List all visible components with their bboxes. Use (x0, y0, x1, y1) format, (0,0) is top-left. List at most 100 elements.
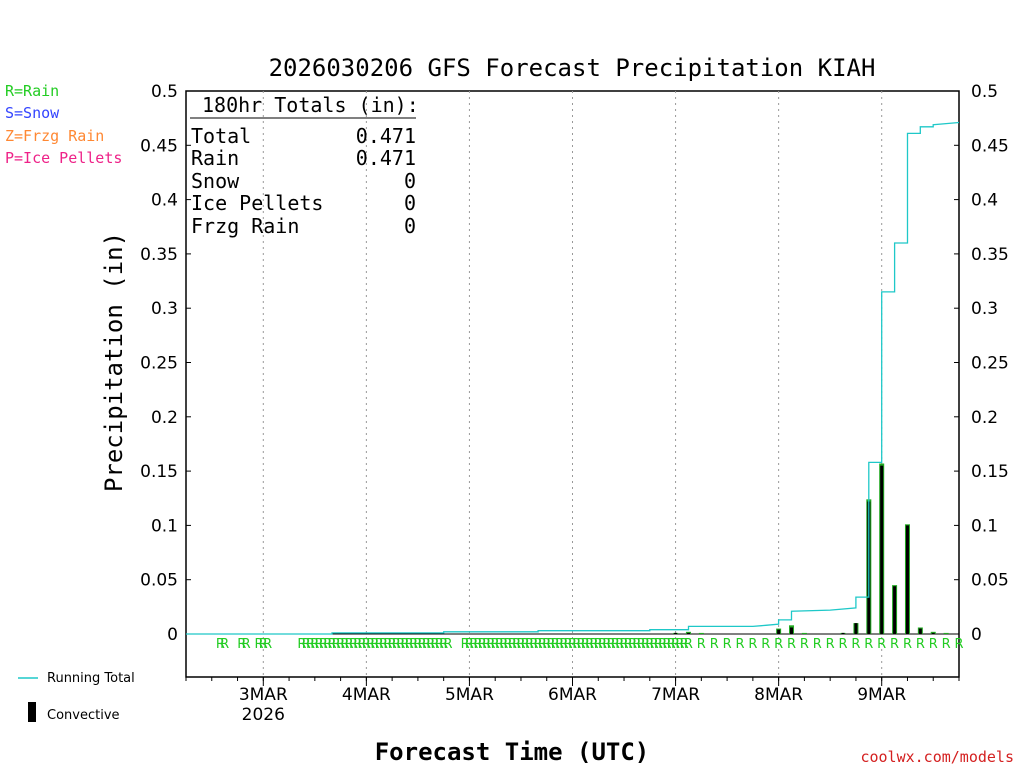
x-tick-label: 3MAR (239, 685, 288, 705)
x-axis-label: Forecast Time (UTC) (375, 738, 650, 766)
legend-frzg-rain: Z=Frzg Rain (5, 127, 104, 145)
y-tick-label-left: 0.15 (140, 462, 178, 482)
rain-symbol: R (400, 637, 409, 652)
convective-swatch (28, 702, 36, 722)
total-precip-bar (698, 632, 704, 634)
y-tick-label-right: 0.35 (971, 245, 1009, 265)
rain-symbol: R (426, 637, 435, 652)
y-tick-label-left: 0.1 (151, 516, 178, 536)
rain-symbol: R (237, 637, 246, 652)
rain-symbol: R (559, 637, 568, 652)
total-precip-bar (801, 632, 807, 634)
rain-symbol: R (602, 637, 611, 652)
legend-rain: R=Rain (5, 82, 59, 100)
y-tick-label-right: 0 (971, 625, 982, 645)
rain-symbol: R (508, 637, 517, 652)
rain-symbol: R (761, 637, 770, 652)
rain-symbol: R (542, 637, 551, 652)
rain-symbol: R (345, 637, 354, 652)
y-tick-label-right: 0.4 (971, 191, 998, 211)
rain-symbol: R (396, 637, 405, 652)
rain-symbol: R (637, 637, 646, 652)
rain-symbol: R (607, 637, 616, 652)
rain-symbol: R (620, 637, 629, 652)
y-tick-label-right: 0.25 (971, 354, 1009, 374)
rain-symbol: R (302, 637, 311, 652)
totals-ice-pellets-value: 0 (404, 191, 416, 215)
legend-running-total: Running Total (47, 671, 135, 686)
rain-symbol: R (929, 637, 938, 652)
y-tick-label-right: 0.3 (971, 299, 998, 319)
y-tick-label-left: 0.4 (151, 191, 178, 211)
rain-symbol: R (379, 637, 388, 652)
rain-symbol: R (327, 637, 336, 652)
rain-symbol: R (589, 637, 598, 652)
rain-symbol: R (486, 637, 495, 652)
precip-type-legend: R=Rain S=Snow Z=Frzg Rain P=Ice Pellets (5, 82, 122, 167)
rain-symbol: R (504, 637, 513, 652)
rain-symbol: R (839, 637, 848, 652)
rain-symbol: R (319, 637, 328, 652)
legend-ice-pellets: P=Ice Pellets (5, 149, 122, 167)
rain-symbol: R (375, 637, 384, 652)
rain-symbol: R (254, 637, 263, 652)
rain-symbol: R (564, 637, 573, 652)
rain-symbol: R (259, 637, 268, 652)
rain-symbol: R (362, 637, 371, 652)
y-tick-labels-right: 0 0.05 0.1 0.15 0.2 0.25 0.3 0.35 0.4 0.45 0.5 (971, 82, 1009, 645)
rain-symbol: R (435, 637, 444, 652)
y-tick-label-left: 0.35 (140, 245, 178, 265)
rain-symbol: R (413, 637, 422, 652)
rain-symbol: R (358, 637, 367, 652)
totals-total-label: Total (191, 124, 251, 148)
rain-symbol: R (942, 637, 951, 652)
rain-symbol: R (611, 637, 620, 652)
y-tick-label-right: 0.45 (971, 136, 1009, 156)
total-precip-bar (943, 632, 949, 634)
rain-symbol: R (366, 637, 375, 652)
rain-symbol: R (529, 637, 538, 652)
y-tick-label-left: 0.25 (140, 354, 178, 374)
rain-symbol: R (577, 637, 586, 652)
rain-symbol: R (478, 637, 487, 652)
y-tick-label-right: 0.2 (971, 408, 998, 428)
rain-symbol: R (658, 637, 667, 652)
rain-symbol: R (336, 637, 345, 652)
rain-symbol: R (422, 637, 431, 652)
convective-bar (686, 632, 690, 634)
rain-symbol: R (662, 637, 671, 652)
rain-symbol: R (568, 637, 577, 652)
convective-bar (893, 586, 897, 634)
chart-title: 2026030206 GFS Forecast Precipitation KI… (269, 54, 876, 82)
rain-symbol: R (890, 637, 899, 652)
rain-symbol: R (465, 637, 474, 652)
rain-symbol: R (877, 637, 886, 652)
rain-symbol: R (748, 637, 757, 652)
series-legend: Running Total Convective (18, 671, 135, 723)
rain-symbol: R (555, 637, 564, 652)
rain-symbol: R (495, 637, 504, 652)
rain-symbol: R (383, 637, 392, 652)
rain-symbol: R (242, 637, 251, 652)
rain-symbol: R (585, 637, 594, 652)
rain-symbol: R (370, 637, 379, 652)
rain-symbol: R (216, 637, 225, 652)
totals-frzg-rain-label: Frzg Rain (191, 214, 299, 238)
totals-snow-value: 0 (404, 169, 416, 193)
rain-symbol: R (864, 637, 873, 652)
totals-rain-value: 0.471 (356, 146, 416, 170)
rain-symbol: R (547, 637, 556, 652)
rain-symbol: R (813, 637, 822, 652)
rain-symbol: R (349, 637, 358, 652)
rain-symbol: R (654, 637, 663, 652)
rain-symbol: R (297, 637, 306, 652)
y-tick-label-left: 0.2 (151, 408, 178, 428)
rain-symbol: R (473, 637, 482, 652)
rain-symbol: R (667, 637, 676, 652)
totals-snow-label: Snow (191, 169, 240, 193)
rain-symbol: R (684, 637, 693, 652)
rain-symbol: R (418, 637, 427, 652)
rain-symbol: R (551, 637, 560, 652)
rain-symbol: R (534, 637, 543, 652)
